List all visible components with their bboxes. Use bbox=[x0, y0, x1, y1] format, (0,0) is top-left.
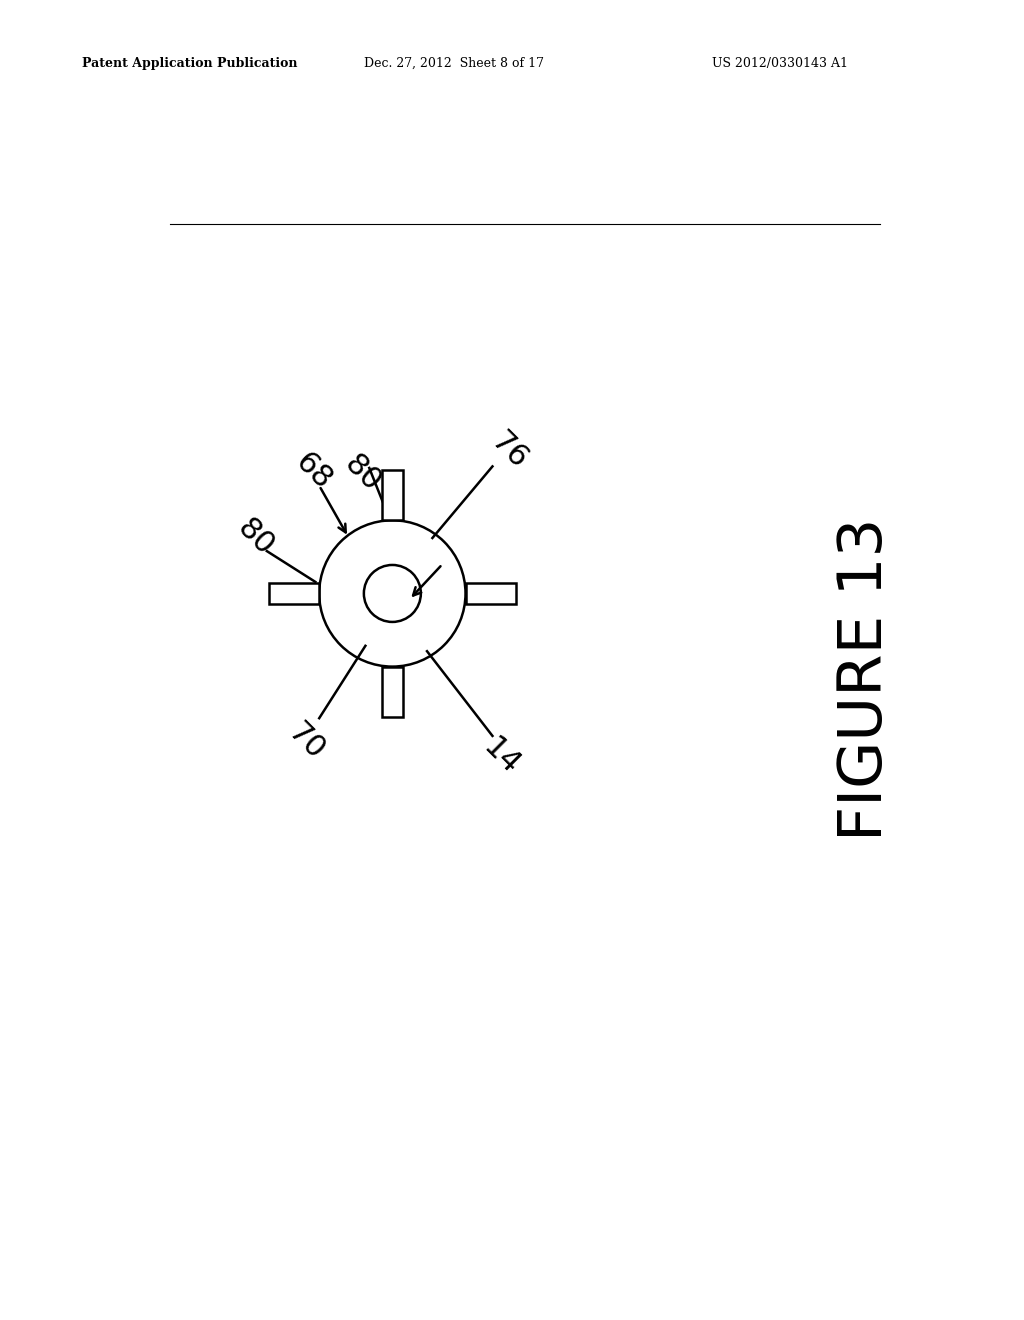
Text: Patent Application Publication: Patent Application Publication bbox=[82, 57, 297, 70]
Circle shape bbox=[319, 520, 466, 667]
Bar bbox=[382, 667, 403, 717]
Bar bbox=[466, 582, 515, 605]
Text: US 2012/0330143 A1: US 2012/0330143 A1 bbox=[712, 57, 848, 70]
Bar bbox=[382, 470, 403, 520]
Text: 80: 80 bbox=[339, 450, 387, 498]
Text: 70: 70 bbox=[283, 717, 330, 766]
Text: FIGURE 13: FIGURE 13 bbox=[836, 519, 895, 841]
Circle shape bbox=[364, 565, 421, 622]
Text: 76: 76 bbox=[485, 428, 534, 475]
Bar bbox=[269, 582, 319, 605]
Text: 68: 68 bbox=[290, 447, 338, 496]
Text: 80: 80 bbox=[231, 513, 280, 562]
Text: Dec. 27, 2012  Sheet 8 of 17: Dec. 27, 2012 Sheet 8 of 17 bbox=[364, 57, 544, 70]
Text: 14: 14 bbox=[478, 733, 525, 780]
